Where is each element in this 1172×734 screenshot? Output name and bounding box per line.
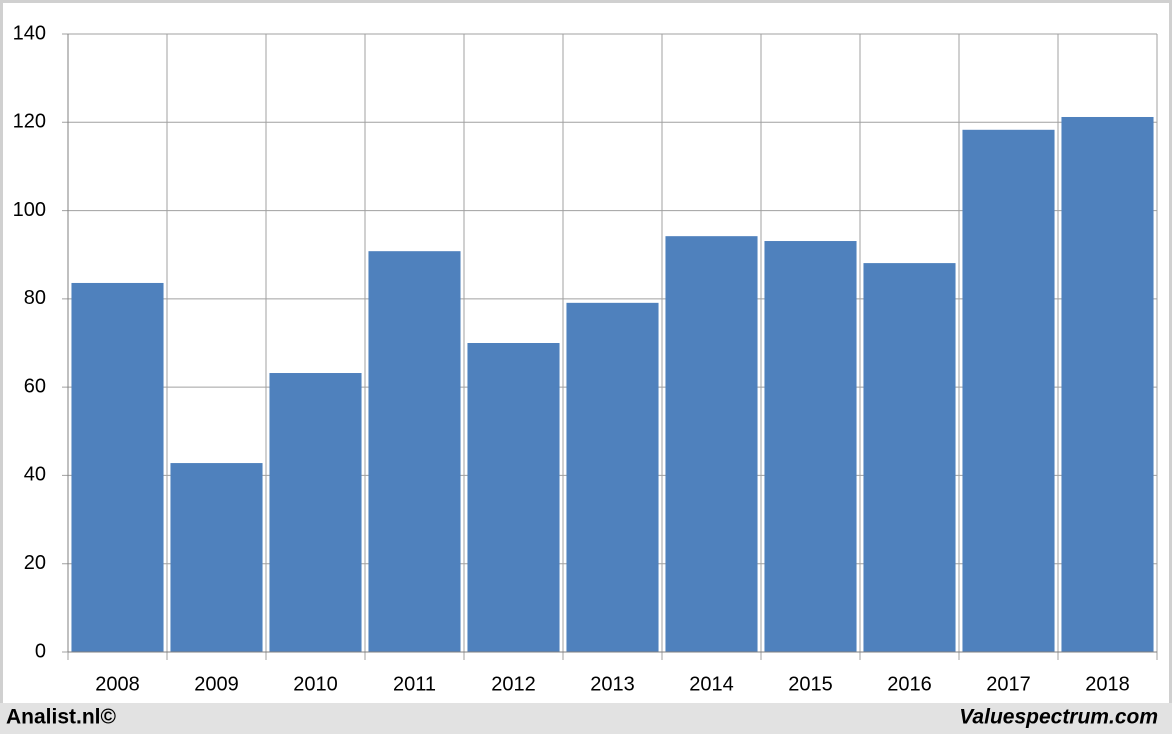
y-tick-label: 20 (24, 552, 46, 574)
bar (269, 373, 362, 652)
y-tick-label: 120 (13, 111, 46, 133)
bar (863, 263, 956, 652)
footer-right: Valuespectrum.com (959, 706, 1158, 729)
y-tick-label: 80 (24, 287, 46, 309)
bar (71, 282, 164, 652)
footer-left: Analist.nl© (6, 706, 117, 729)
x-tick-label: 2009 (194, 673, 239, 695)
x-tick-label: 2012 (491, 673, 536, 695)
x-tick-label: 2018 (1085, 673, 1130, 695)
bar (1061, 116, 1154, 652)
x-tick-label: 2011 (393, 673, 436, 695)
x-tick-label: 2014 (689, 673, 734, 695)
y-tick-label: 60 (24, 375, 46, 397)
footer-bar (0, 703, 1172, 734)
bar (665, 236, 758, 652)
x-tick-label: 2016 (887, 673, 932, 695)
bar (170, 463, 263, 652)
y-tick-label: 100 (13, 199, 46, 221)
x-tick-label: 2008 (95, 673, 140, 695)
y-tick-label: 0 (35, 640, 46, 662)
bar (368, 251, 461, 652)
bar (962, 129, 1055, 653)
x-tick-label: 2010 (293, 673, 338, 695)
x-tick-label: 2017 (986, 673, 1031, 695)
bar (467, 343, 560, 652)
bar (764, 241, 857, 652)
y-tick-label: 140 (13, 22, 46, 44)
bar (566, 302, 659, 652)
y-tick-label: 40 (24, 464, 46, 486)
x-tick-label: 2013 (590, 673, 635, 695)
x-tick-label: 2015 (788, 673, 833, 695)
